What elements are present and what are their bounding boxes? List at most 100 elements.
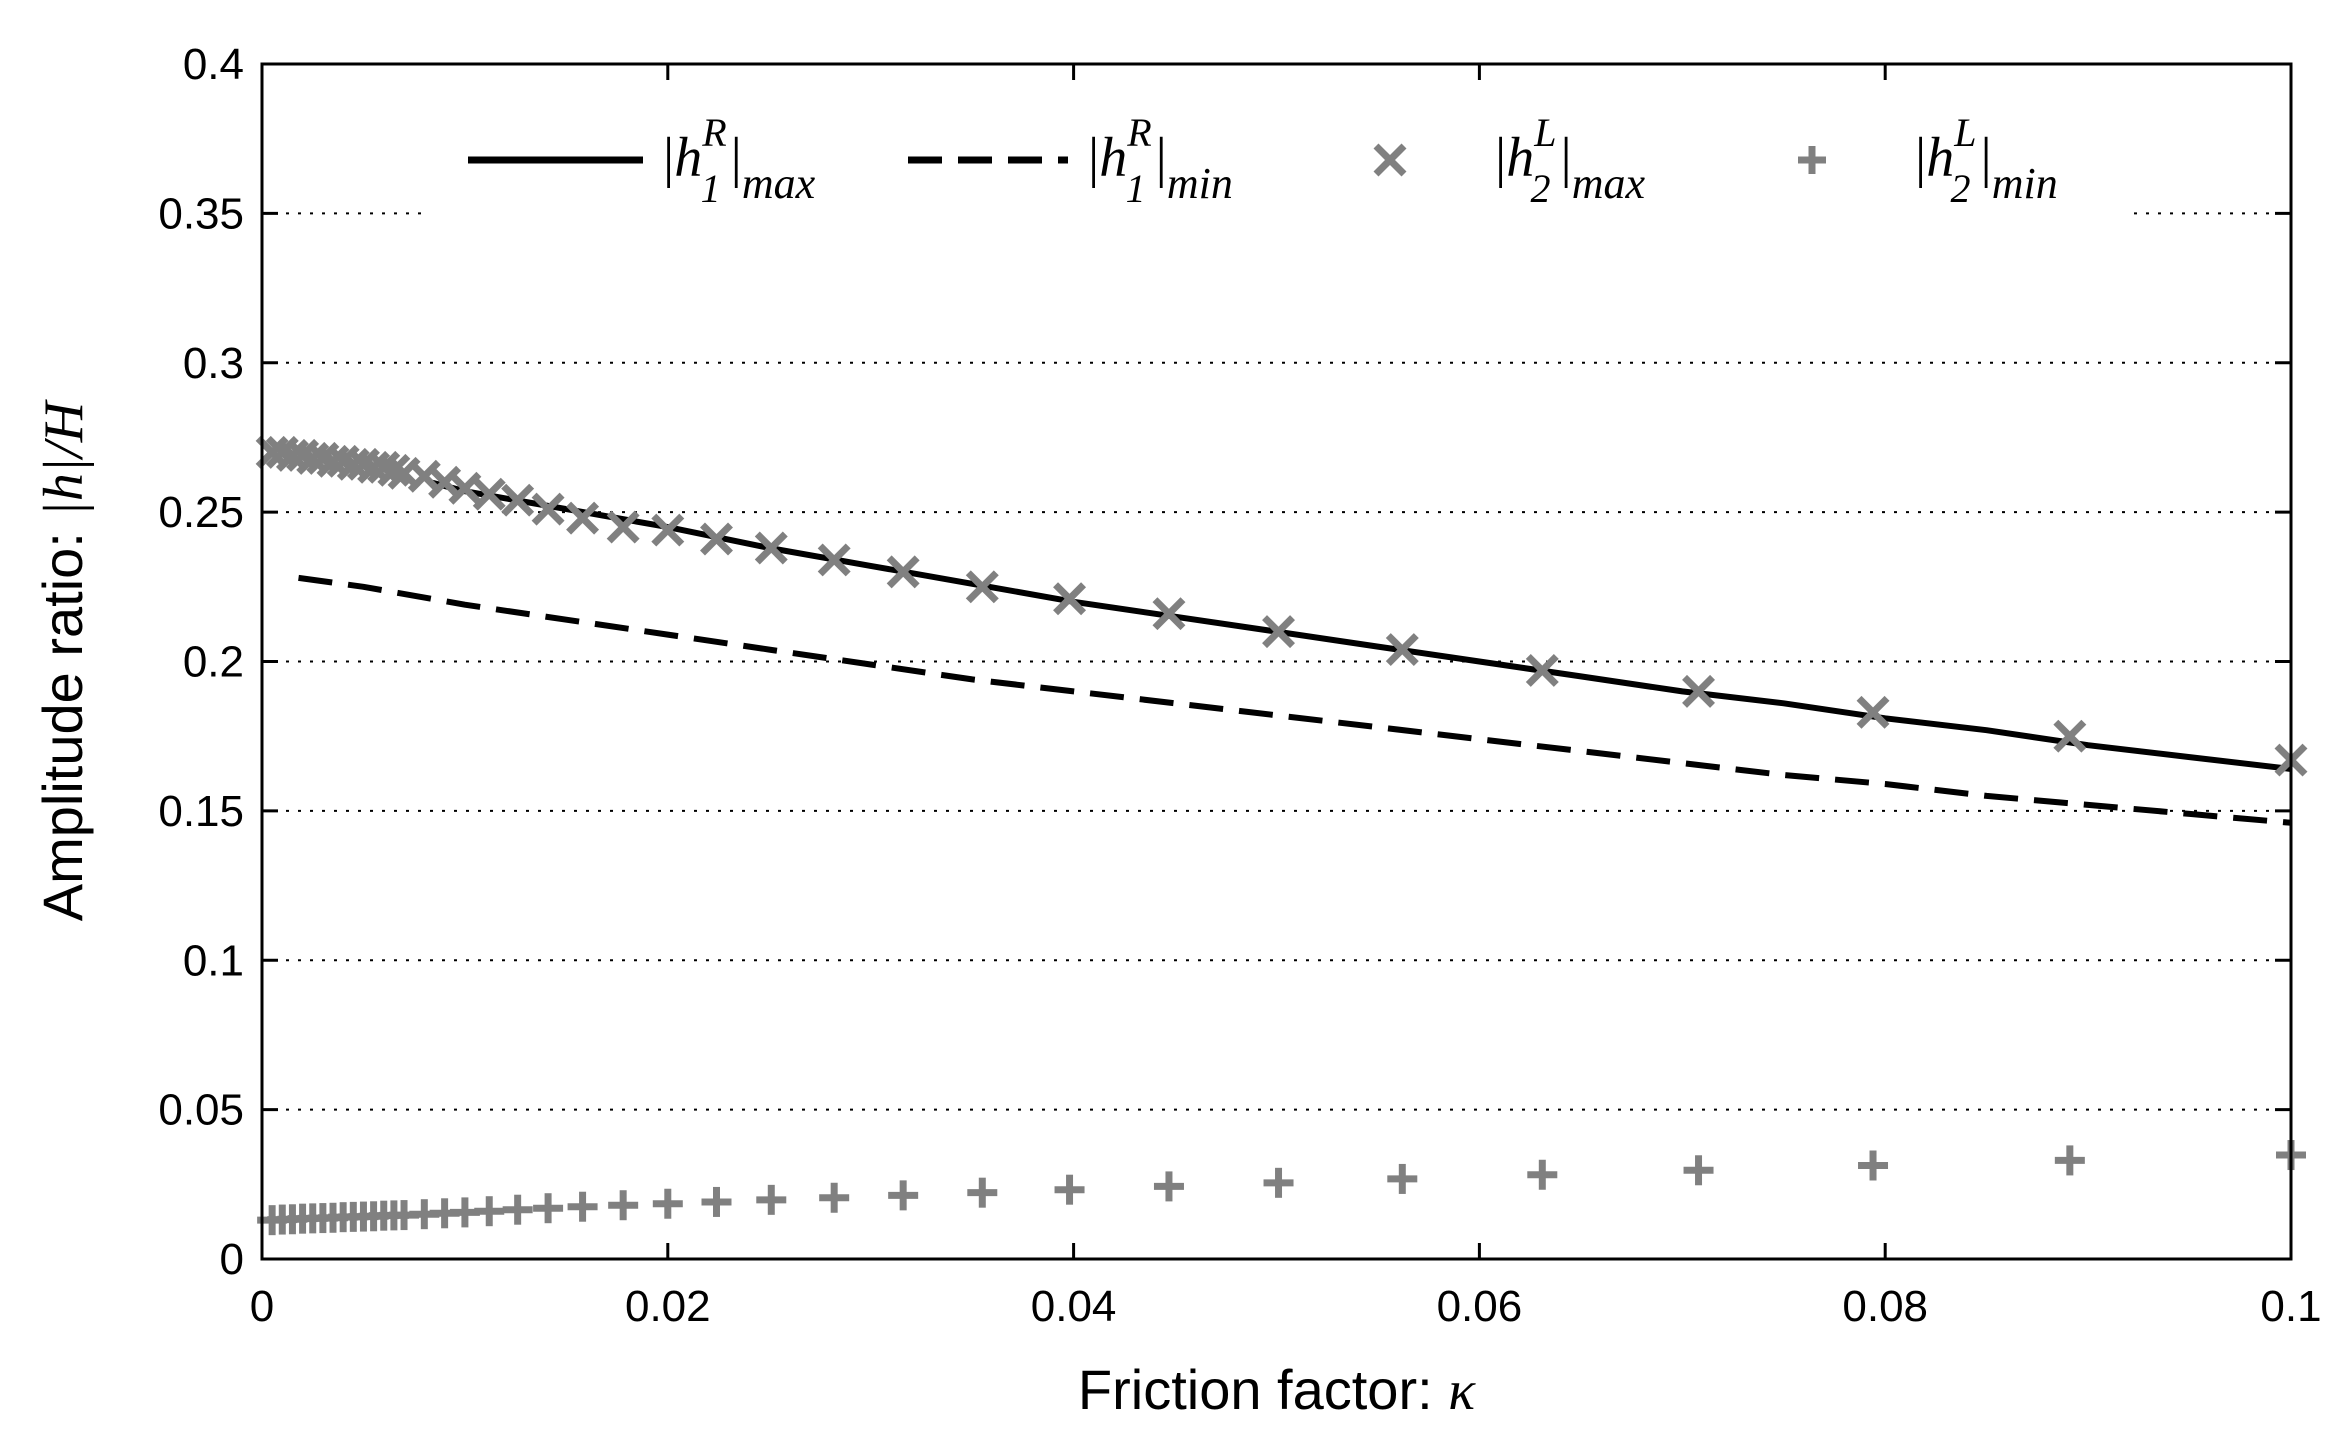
x-marker-point-stroke	[1152, 597, 1186, 631]
x-marker-point-stroke	[1856, 695, 1890, 729]
legend-sup: L	[1533, 110, 1556, 155]
legend-background	[430, 100, 2130, 240]
x-marker-point-stroke	[817, 543, 851, 577]
x-marker-point	[651, 513, 685, 547]
x-marker-point	[1152, 597, 1186, 631]
x-marker-point	[472, 477, 506, 511]
plot-series	[255, 435, 2308, 1236]
y-tick-label: 0.2	[183, 638, 244, 687]
legend-sup: L	[1953, 110, 1976, 155]
y-axis-title-text: Amplitude ratio:	[31, 517, 94, 922]
x-marker-point	[531, 492, 565, 526]
legend-bar: |	[663, 127, 674, 189]
series-line-solid	[429, 479, 2292, 772]
x-marker-point-stroke	[377, 453, 411, 487]
x-marker-point-stroke	[1525, 653, 1559, 687]
legend-bar: |	[1980, 127, 1991, 189]
x-marker-point-stroke	[700, 522, 733, 556]
x-marker-point-stroke	[448, 471, 482, 505]
series-2	[255, 435, 2308, 777]
y-tick-label: 0.35	[158, 189, 244, 238]
legend-label: |hL 2 |max	[1495, 110, 1645, 211]
x-marker-point-stroke	[1385, 633, 1419, 667]
legend-bar: |	[1560, 127, 1571, 189]
x-marker-point	[1525, 653, 1559, 687]
x-marker-point-stroke	[965, 570, 999, 604]
x-marker-point	[2053, 719, 2087, 753]
x-marker-point-stroke	[886, 555, 920, 589]
legend-base: h	[674, 127, 702, 189]
legend-bar: |	[731, 127, 742, 189]
x-tick-label: 0.1	[2260, 1282, 2321, 1331]
y-tick-label: 0.4	[183, 40, 244, 89]
legend-base: h	[1926, 127, 1954, 189]
x-marker-point-stroke	[651, 513, 685, 547]
x-marker-point-stroke	[754, 531, 788, 565]
x-marker-point	[566, 501, 600, 535]
x-marker-point-stroke	[1682, 674, 1716, 708]
legend-sup: R	[1126, 110, 1151, 155]
x-tick-label: 0.06	[1437, 1282, 1523, 1331]
x-tick-label: 0.02	[625, 1282, 711, 1331]
plus-marker-point	[888, 1180, 919, 1211]
series-line-dashed	[298, 574, 2292, 826]
x-marker-point-stroke	[531, 492, 565, 526]
legend-sub: 2	[1530, 166, 1550, 211]
legend-label: |hL 2 |min	[1915, 110, 2058, 211]
legend-swatch-x	[1373, 143, 1407, 177]
legend-entry-0: |hR 1 |max	[468, 110, 816, 211]
x-tick-label: 0.08	[1842, 1282, 1928, 1331]
legend-sub: 2	[1950, 166, 1970, 211]
y-tick-label: 0.15	[158, 787, 244, 836]
y-tick-label: 0.1	[183, 936, 244, 985]
x-marker-point	[1856, 695, 1890, 729]
legend-label: |hR 1 |min	[1088, 110, 1233, 211]
legend-bar: |	[1088, 127, 1099, 189]
x-axis-title: Friction factor: κ	[1078, 1358, 1476, 1422]
plus-marker-point	[474, 1196, 505, 1227]
legend-tail: min	[1167, 159, 1233, 208]
legend-base: h	[1099, 127, 1127, 189]
plus-marker-point	[701, 1186, 732, 1217]
plus-marker-point	[756, 1184, 787, 1215]
x-axis-title-text: Friction factor:	[1078, 1358, 1448, 1421]
plus-marker-point	[1858, 1150, 1889, 1181]
plus-marker-point	[1054, 1174, 1085, 1205]
x-marker-point-stroke	[472, 477, 506, 511]
x-marker-point	[1262, 615, 1296, 649]
legend-bar: |	[1156, 127, 1167, 189]
x-marker-point-stroke	[2053, 719, 2087, 753]
legend-tail: min	[1992, 159, 2058, 208]
axis-ticks: 0 0.05 0.1 0.15 0.2 0.25 0.3 0.35 0.4 0 0.02 0.04 0.…	[158, 40, 2321, 1331]
y-tick-label: 0.3	[183, 339, 244, 388]
legend-base: h	[1506, 127, 1534, 189]
legend-label: |hR 1 |max	[663, 110, 816, 211]
y-tick-label: 0.05	[158, 1086, 244, 1135]
plus-marker-point	[967, 1177, 998, 1208]
y-axis-title: Amplitude ratio: |h|/H	[31, 399, 95, 921]
legend-tail: max	[742, 159, 816, 208]
plus-marker-point	[1153, 1171, 1184, 1202]
x-marker-point	[448, 471, 482, 505]
x-marker-point	[1682, 674, 1716, 708]
legend-entry-1: |hR 1 |min	[908, 110, 1233, 211]
x-marker-point	[606, 510, 640, 544]
legend-bar: |	[1495, 127, 1506, 189]
x-tick-label: 0.04	[1031, 1282, 1117, 1331]
x-marker-point	[501, 483, 535, 517]
plus-marker-point	[1683, 1155, 1714, 1186]
x-marker-point	[1053, 582, 1087, 616]
plus-marker-point	[1527, 1159, 1558, 1190]
plus-marker-point	[652, 1188, 683, 1219]
y-tick-label: 0	[220, 1235, 244, 1284]
x-marker-point-stroke	[566, 501, 600, 535]
x-marker-point	[377, 453, 411, 487]
plus-marker-point	[502, 1194, 533, 1225]
y-axis-title-symbol: |h|/H	[33, 399, 95, 516]
plus-marker-point	[1387, 1163, 1418, 1194]
series-0	[429, 479, 2292, 772]
x-marker-point	[817, 543, 851, 577]
x-marker-point	[700, 522, 733, 556]
plus-marker-point	[608, 1190, 639, 1221]
